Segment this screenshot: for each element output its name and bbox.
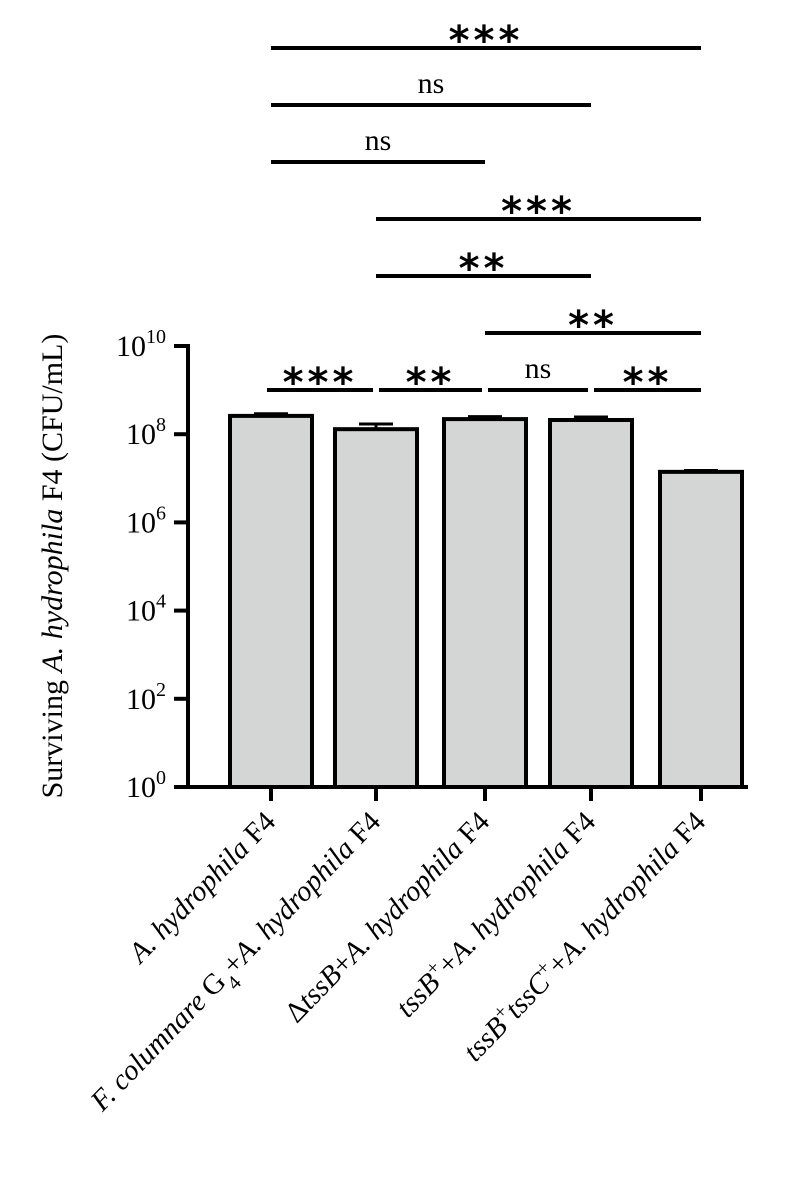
y-tick-label-6: 106 xyxy=(126,502,166,539)
y-tick-label-10: 1010 xyxy=(116,326,166,363)
significance-label-2-1: ** xyxy=(568,303,618,349)
y-tick-exponent: 6 xyxy=(156,502,166,524)
y-tick-label-4: 104 xyxy=(126,591,166,628)
significance-label-1-1: *** xyxy=(283,360,358,406)
significance-label-1-3: ns xyxy=(525,352,552,385)
y-tick-exponent: 8 xyxy=(156,414,166,436)
significance-label-1-2: ** xyxy=(406,360,456,406)
significance-label-1-4: ** xyxy=(623,360,673,406)
y-tick-exponent: 4 xyxy=(156,591,166,613)
y-tick-label-2: 102 xyxy=(126,679,166,716)
y-tick-label-0: 100 xyxy=(126,767,166,804)
significance-label-5-1: ns xyxy=(365,124,392,157)
y-axis-title-italic: A. hydrophila xyxy=(36,509,69,675)
x-category-label-4: tssB++A. hydrophila F4 xyxy=(388,803,603,1024)
x-category-label-3: ΔtssB+A. hydrophila F4 xyxy=(279,805,497,1029)
y-tick-base: 10 xyxy=(126,506,156,539)
significance-label-6-1: ns xyxy=(418,67,445,100)
y-axis-title-post: F4 (CFU/mL) xyxy=(36,334,69,509)
y-tick-label-8: 108 xyxy=(126,414,166,451)
y-tick-base: 10 xyxy=(126,771,156,804)
bar-3 xyxy=(442,417,528,789)
y-tick-base: 10 xyxy=(116,330,146,363)
y-tick-base: 10 xyxy=(126,595,156,628)
bar-1 xyxy=(228,413,314,789)
y-tick-exponent: 2 xyxy=(156,679,166,701)
y-axis-title-pre: Surviving xyxy=(36,673,69,799)
bar-4 xyxy=(548,417,634,789)
significance-label-7-1: *** xyxy=(449,18,524,64)
bar-2 xyxy=(333,427,419,789)
y-tick-exponent: 0 xyxy=(156,767,166,789)
y-tick-exponent: 10 xyxy=(146,326,166,348)
y-tick-base: 10 xyxy=(126,418,156,451)
y-axis-title: Surviving A. hydrophila F4 (CFU/mL) xyxy=(36,334,69,799)
significance-label-3-1: ** xyxy=(459,246,509,292)
y-tick-base: 10 xyxy=(126,683,156,716)
significance-label-4-1: *** xyxy=(501,189,576,235)
bar-5 xyxy=(658,469,744,789)
